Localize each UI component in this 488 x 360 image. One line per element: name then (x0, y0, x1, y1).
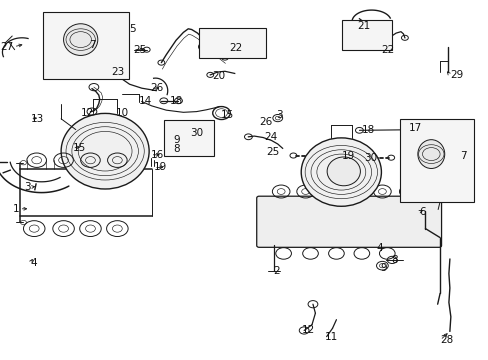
Text: 14: 14 (138, 96, 151, 106)
Text: 6: 6 (419, 207, 426, 217)
Text: 18: 18 (361, 125, 374, 135)
FancyBboxPatch shape (342, 20, 391, 50)
Text: 5: 5 (129, 24, 136, 34)
Text: 28: 28 (439, 335, 452, 345)
FancyBboxPatch shape (399, 119, 473, 202)
Text: 12: 12 (81, 108, 94, 118)
Text: 16: 16 (150, 150, 163, 160)
Text: 9: 9 (173, 135, 180, 145)
Text: 7: 7 (459, 150, 466, 161)
Text: 29: 29 (449, 70, 462, 80)
FancyBboxPatch shape (43, 12, 128, 79)
Ellipse shape (326, 157, 360, 186)
Text: 19: 19 (342, 150, 355, 161)
Text: 30: 30 (364, 153, 377, 163)
Text: 8: 8 (173, 144, 180, 154)
Text: 26: 26 (259, 117, 272, 127)
Text: 30: 30 (189, 128, 203, 138)
Text: 17: 17 (407, 123, 421, 133)
Text: 26: 26 (150, 83, 163, 93)
Text: 9: 9 (380, 263, 386, 273)
Ellipse shape (417, 140, 444, 168)
Text: 22: 22 (381, 45, 394, 55)
Text: 27: 27 (0, 42, 14, 52)
Text: 13: 13 (30, 114, 43, 124)
Text: 7: 7 (89, 40, 96, 50)
FancyBboxPatch shape (163, 120, 213, 156)
Text: 3: 3 (23, 182, 30, 192)
Text: 20: 20 (212, 71, 225, 81)
Text: 18: 18 (170, 96, 183, 106)
Ellipse shape (61, 113, 149, 189)
Ellipse shape (63, 24, 98, 55)
Text: 15: 15 (72, 143, 85, 153)
Circle shape (418, 185, 427, 191)
Text: 4: 4 (376, 243, 383, 253)
Circle shape (168, 132, 187, 147)
Text: 23: 23 (111, 67, 124, 77)
Text: 25: 25 (266, 147, 279, 157)
FancyBboxPatch shape (198, 28, 265, 58)
FancyBboxPatch shape (256, 196, 441, 247)
Text: 21: 21 (356, 21, 369, 31)
Circle shape (179, 141, 194, 152)
Circle shape (84, 66, 94, 73)
Text: 12: 12 (302, 325, 315, 336)
Ellipse shape (301, 138, 381, 206)
Text: 19: 19 (154, 162, 167, 172)
Text: 22: 22 (228, 43, 242, 53)
Circle shape (67, 66, 77, 73)
Text: 2: 2 (272, 266, 279, 276)
Text: 10: 10 (116, 108, 129, 118)
Circle shape (437, 185, 446, 191)
Text: 3: 3 (276, 110, 283, 120)
Text: 4: 4 (30, 258, 37, 268)
Text: 1: 1 (13, 204, 20, 214)
Text: 11: 11 (325, 332, 338, 342)
Text: 8: 8 (390, 255, 397, 265)
Text: 24: 24 (264, 132, 277, 142)
Text: 25: 25 (133, 45, 146, 55)
Text: 15: 15 (221, 110, 234, 120)
